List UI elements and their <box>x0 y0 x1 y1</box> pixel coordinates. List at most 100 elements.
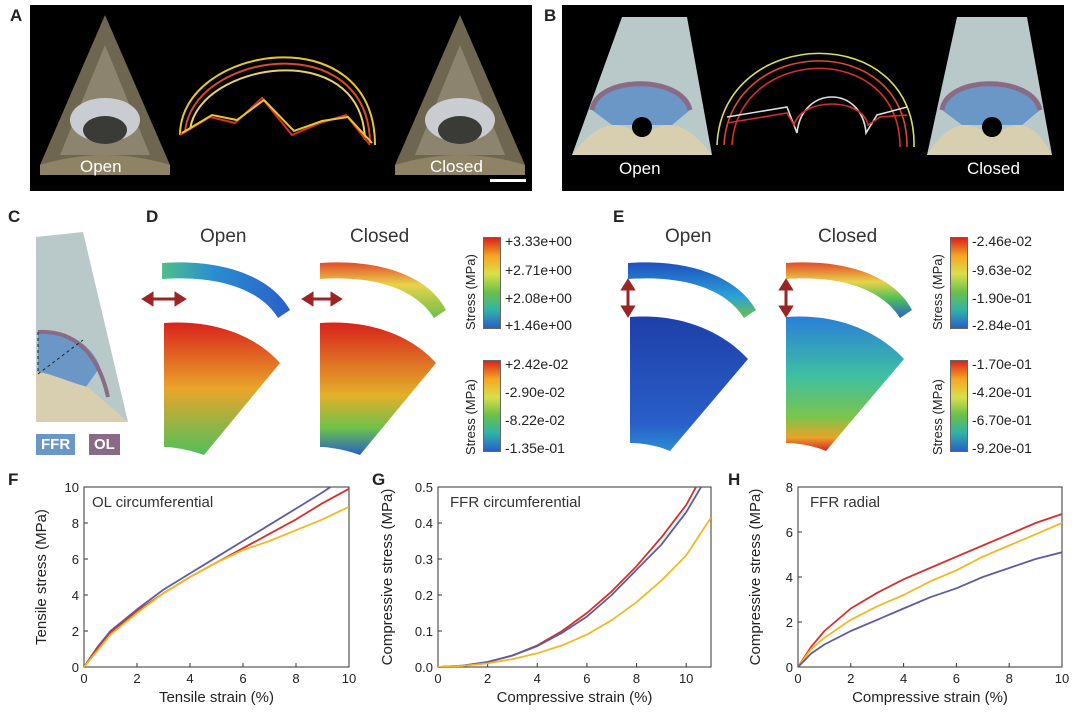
panel-a-closed-label: Closed <box>430 157 483 176</box>
panel-e-colorbar-top <box>950 237 968 329</box>
panel-e-drawing <box>620 262 912 451</box>
panel-label-c: C <box>8 207 21 226</box>
open-arc-fe <box>628 262 756 318</box>
x-tick-label: 2 <box>133 671 140 686</box>
panel-e-closed-title: Closed <box>818 226 878 247</box>
cb-tick: -1.70e-01 <box>972 356 1032 372</box>
y-tick-label: 0.5 <box>415 480 433 495</box>
y-tick-label: 6 <box>72 552 79 567</box>
vertical-arrow-closed <box>778 278 794 318</box>
panel-d-colorbar-top <box>483 237 501 329</box>
x-tick-label: 6 <box>953 671 960 686</box>
panel-d-colorbar-top-title: Stress (MPa) <box>463 254 478 330</box>
panel-a-open-label: Open <box>80 157 122 176</box>
cb-tick: -2.46e-02 <box>972 233 1032 249</box>
panel-d-open-title: Open <box>200 226 247 247</box>
panel-b-image: Open Closed <box>562 5 1064 191</box>
x-tick-label: 6 <box>583 671 590 686</box>
x-tick-label: 6 <box>239 671 246 686</box>
traced-outlines <box>179 56 376 146</box>
x-tick-label: 4 <box>534 671 541 686</box>
y-tick-label: 4 <box>786 570 793 585</box>
x-tick-label: 0 <box>434 671 441 686</box>
closed-sector-fe <box>786 316 904 451</box>
x-tick-label: 10 <box>679 671 693 686</box>
x-tick-label: 4 <box>186 671 193 686</box>
x-tick-label: 4 <box>900 671 907 686</box>
cb-tick: -1.35e-01 <box>505 440 565 456</box>
y-axis-label: Compressive stress (MPa) <box>747 489 764 666</box>
series-line-yellow <box>438 517 711 667</box>
chart-h: 0 2 4 6 8 10 0 2 4 6 8 Compressive strain (%) Compre… <box>747 480 1069 706</box>
cb-tick: -9.20e-01 <box>972 440 1032 456</box>
open-valve-model <box>572 17 712 155</box>
plot-frame <box>797 486 1063 668</box>
cb-tick: -1.90e-01 <box>972 290 1032 306</box>
plot-frame <box>83 486 350 668</box>
panel-label-f: F <box>8 470 19 489</box>
scale-bar <box>490 179 526 182</box>
y-axis-label: Compressive stress (MPa) <box>379 489 396 666</box>
x-tick-label: 0 <box>80 671 87 686</box>
panel-label-e: E <box>613 207 625 226</box>
x-tick-label: 2 <box>484 671 491 686</box>
panel-e-colorbar-bottom-title: Stress (MPa) <box>930 379 945 455</box>
panel-a-image: Open Closed <box>30 5 532 191</box>
cb-tick: -2.90e-02 <box>505 384 565 400</box>
closed-valve-photo <box>395 15 525 175</box>
model-outlines <box>716 52 915 148</box>
open-sector-fe <box>164 322 280 455</box>
closed-arc-fe <box>320 262 446 318</box>
plot-frame <box>437 486 712 668</box>
panel-d-colorbar-bottom <box>483 360 501 452</box>
x-tick-label: 10 <box>1055 671 1069 686</box>
x-axis-label: Compressive strain (%) <box>852 689 1008 706</box>
panel-a-drawing <box>40 15 526 182</box>
y-tick-label: 0.2 <box>415 588 433 603</box>
cb-tick: -6.70e-01 <box>972 412 1032 428</box>
y-tick-label: 0.4 <box>415 516 433 531</box>
panel-d-colorbar-bottom-title: Stress (MPa) <box>463 379 478 455</box>
panel-e-colorbar-bottom <box>950 360 968 452</box>
chart-f: 0 2 4 6 8 10 0 2 4 6 8 10 Tensile strain (%) Tensile … <box>33 480 356 706</box>
y-tick-label: 2 <box>786 615 793 630</box>
y-tick-label: 0.3 <box>415 552 433 567</box>
ffr-legend-tag: FFR <box>36 434 76 455</box>
chart-title: OL circumferential <box>92 494 213 511</box>
panel-d-drawing <box>141 262 446 455</box>
ol-legend-tag: OL <box>89 434 120 455</box>
series-line-blue <box>84 487 332 667</box>
horizontal-arrow-open <box>141 291 187 307</box>
vertical-arrow-open <box>620 278 636 318</box>
panel-label-a: A <box>10 6 23 25</box>
y-tick-label: 10 <box>65 480 79 495</box>
y-tick-label: 0 <box>786 660 793 675</box>
x-axis-label: Compressive strain (%) <box>497 689 653 706</box>
cb-tick: +2.42e-02 <box>505 356 569 372</box>
chart-g: 0 2 4 6 8 10 0.0 0.1 0.2 0.3 0.4 0.5 Compressive str… <box>379 480 712 706</box>
series-line-blue <box>438 487 702 667</box>
y-tick-label: 6 <box>786 525 793 540</box>
y-tick-label: 2 <box>72 624 79 639</box>
y-tick-label: 4 <box>72 588 79 603</box>
series-line-red <box>84 488 349 667</box>
y-axis-label: Tensile stress (MPa) <box>33 509 50 645</box>
chart-title: FFR radial <box>810 494 880 511</box>
panel-b-open-label: Open <box>619 159 661 178</box>
closed-valve-model <box>927 17 1052 155</box>
closed-sector-fe <box>320 322 436 455</box>
panel-d-closed-title: Closed <box>350 226 410 247</box>
y-tick-label: 0.1 <box>415 624 433 639</box>
open-arc-fe <box>162 262 290 318</box>
x-tick-label: 8 <box>633 671 640 686</box>
panel-e-open-title: Open <box>665 226 712 247</box>
panel-label-g: G <box>372 470 386 489</box>
x-tick-label: 10 <box>342 671 356 686</box>
open-valve-photo <box>40 15 170 175</box>
series-line-yellow <box>84 505 349 667</box>
panel-e-colorbar-top-title: Stress (MPa) <box>930 254 945 330</box>
panel-b-closed-label: Closed <box>967 159 1020 178</box>
series-line-red <box>798 513 1062 667</box>
closed-arc-fe <box>786 262 912 318</box>
y-tick-label: 8 <box>786 480 793 495</box>
